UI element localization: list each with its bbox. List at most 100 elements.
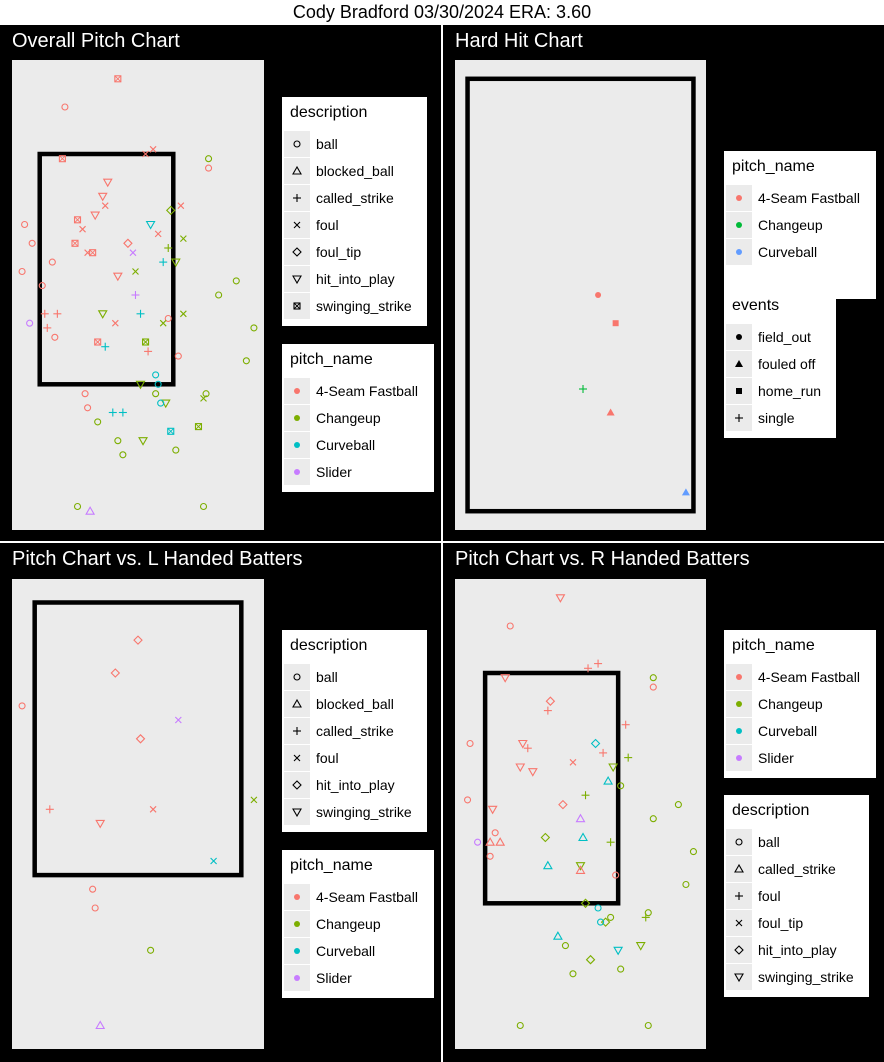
pitch-point bbox=[599, 748, 608, 757]
pitch-point bbox=[26, 319, 34, 327]
plot-area bbox=[455, 579, 706, 1049]
pitch-point bbox=[177, 202, 185, 210]
pitch-point bbox=[495, 837, 506, 846]
legend-title: events bbox=[732, 297, 780, 314]
pitch-point bbox=[167, 427, 175, 435]
legend-label: blocked_ball bbox=[316, 163, 394, 179]
legend-key bbox=[726, 239, 752, 265]
pitch-point bbox=[89, 249, 97, 257]
pitch-point bbox=[485, 837, 496, 846]
pitch-point bbox=[114, 75, 122, 83]
main-title: Cody Bradford 03/30/2024 ERA: 3.60 bbox=[292, 2, 592, 22]
legend-label: Changeup bbox=[758, 217, 823, 233]
legend-key bbox=[284, 938, 310, 964]
legend-title: pitch_name bbox=[290, 857, 373, 874]
panel-title: Hard Hit Chart bbox=[455, 30, 583, 52]
legend-key bbox=[284, 772, 310, 798]
pitch-point bbox=[584, 664, 593, 673]
legend-label: single bbox=[758, 410, 795, 426]
legend-label: 4-Seam Fastball bbox=[758, 190, 860, 206]
legend-description: description ball blocked_ball called_strik… bbox=[282, 97, 427, 326]
pitch-point bbox=[579, 385, 588, 393]
pitch-point bbox=[558, 799, 568, 810]
legend-key bbox=[726, 910, 752, 936]
pitch-point bbox=[18, 267, 26, 276]
pitch-point bbox=[18, 702, 26, 710]
panel-overall-pitch-chart: Overall Pitch Chart description ball bloc… bbox=[0, 25, 441, 541]
legend-key-dot bbox=[736, 755, 742, 761]
pitch-point bbox=[517, 739, 528, 749]
legend-label: Curveball bbox=[316, 437, 376, 453]
legend-label: home_run bbox=[758, 383, 822, 399]
pitch-point bbox=[597, 918, 605, 926]
legend-key bbox=[726, 883, 752, 909]
pitch-point bbox=[644, 909, 652, 917]
pitch-point bbox=[561, 942, 569, 950]
pitch-point bbox=[73, 216, 82, 224]
pitch-point bbox=[569, 970, 577, 978]
legend-label: foul bbox=[316, 750, 339, 766]
legend-key bbox=[726, 664, 752, 690]
pitch-point bbox=[118, 408, 127, 417]
legend-label: ball bbox=[316, 136, 338, 152]
legend-key bbox=[284, 745, 310, 771]
legend-key bbox=[284, 266, 310, 292]
legend-key bbox=[284, 293, 310, 319]
pitch-point bbox=[527, 768, 538, 777]
pitch-point bbox=[194, 423, 203, 431]
panel-title: Overall Pitch Chart bbox=[12, 30, 180, 52]
pitch-point bbox=[165, 205, 176, 216]
pitch-point bbox=[689, 848, 697, 856]
legend-description: description ball blocked_ball called_strik… bbox=[282, 630, 427, 832]
legend-label: Slider bbox=[316, 464, 352, 480]
pitch-point bbox=[164, 314, 172, 323]
pitch-point bbox=[142, 150, 149, 158]
pitch-point bbox=[649, 815, 657, 823]
legend-key bbox=[726, 405, 752, 431]
legend-key bbox=[726, 745, 752, 771]
pitch-point bbox=[682, 880, 690, 889]
pitch-point bbox=[53, 309, 62, 318]
pitch-point bbox=[94, 338, 102, 346]
pitch-point bbox=[487, 805, 498, 815]
legend-key-shape bbox=[734, 945, 744, 955]
pitch-point bbox=[28, 239, 36, 247]
legend-title: pitch_name bbox=[732, 158, 815, 175]
pitch-point bbox=[578, 832, 588, 842]
legend-key bbox=[726, 212, 752, 238]
legend-key-dot bbox=[736, 701, 742, 707]
legend-key bbox=[726, 691, 752, 717]
legend-key-dot bbox=[294, 921, 300, 927]
pitch-point bbox=[580, 898, 591, 909]
legend-pitch-name: pitch_name 4-Seam Fastball Changeup Curveb… bbox=[724, 151, 876, 299]
pitch-point bbox=[172, 446, 180, 454]
legend-pitch-name: pitch_name 4-Seam Fastball Changeup Curveb… bbox=[282, 344, 434, 492]
pitch-point bbox=[133, 635, 143, 645]
legend-label: Slider bbox=[316, 970, 352, 986]
legend-key bbox=[284, 212, 310, 238]
legend-key-dot bbox=[294, 894, 300, 900]
pitch-point bbox=[73, 502, 82, 511]
pitch-point bbox=[607, 913, 615, 921]
legend-key bbox=[726, 829, 752, 855]
pitch-point bbox=[149, 805, 157, 813]
pitch-point bbox=[159, 258, 168, 267]
pitch-point bbox=[545, 696, 556, 706]
legend-key bbox=[726, 351, 752, 377]
legend-label: 4-Seam Fastball bbox=[316, 889, 418, 905]
pitch-point bbox=[585, 954, 596, 965]
pitch-point bbox=[569, 758, 577, 766]
legend-label: Changeup bbox=[316, 410, 381, 426]
legend-key bbox=[284, 239, 310, 265]
pitch-point bbox=[491, 829, 499, 837]
pitch-point bbox=[612, 320, 619, 327]
pitch-point bbox=[97, 192, 108, 202]
pitch-point bbox=[174, 352, 182, 360]
pitch-point bbox=[179, 310, 187, 318]
legend-key bbox=[726, 964, 752, 990]
pitch-point bbox=[81, 390, 89, 398]
pitch-point bbox=[149, 145, 157, 153]
pitch-point bbox=[575, 813, 586, 823]
pitch-point bbox=[79, 225, 86, 233]
pitch-point bbox=[157, 399, 165, 407]
